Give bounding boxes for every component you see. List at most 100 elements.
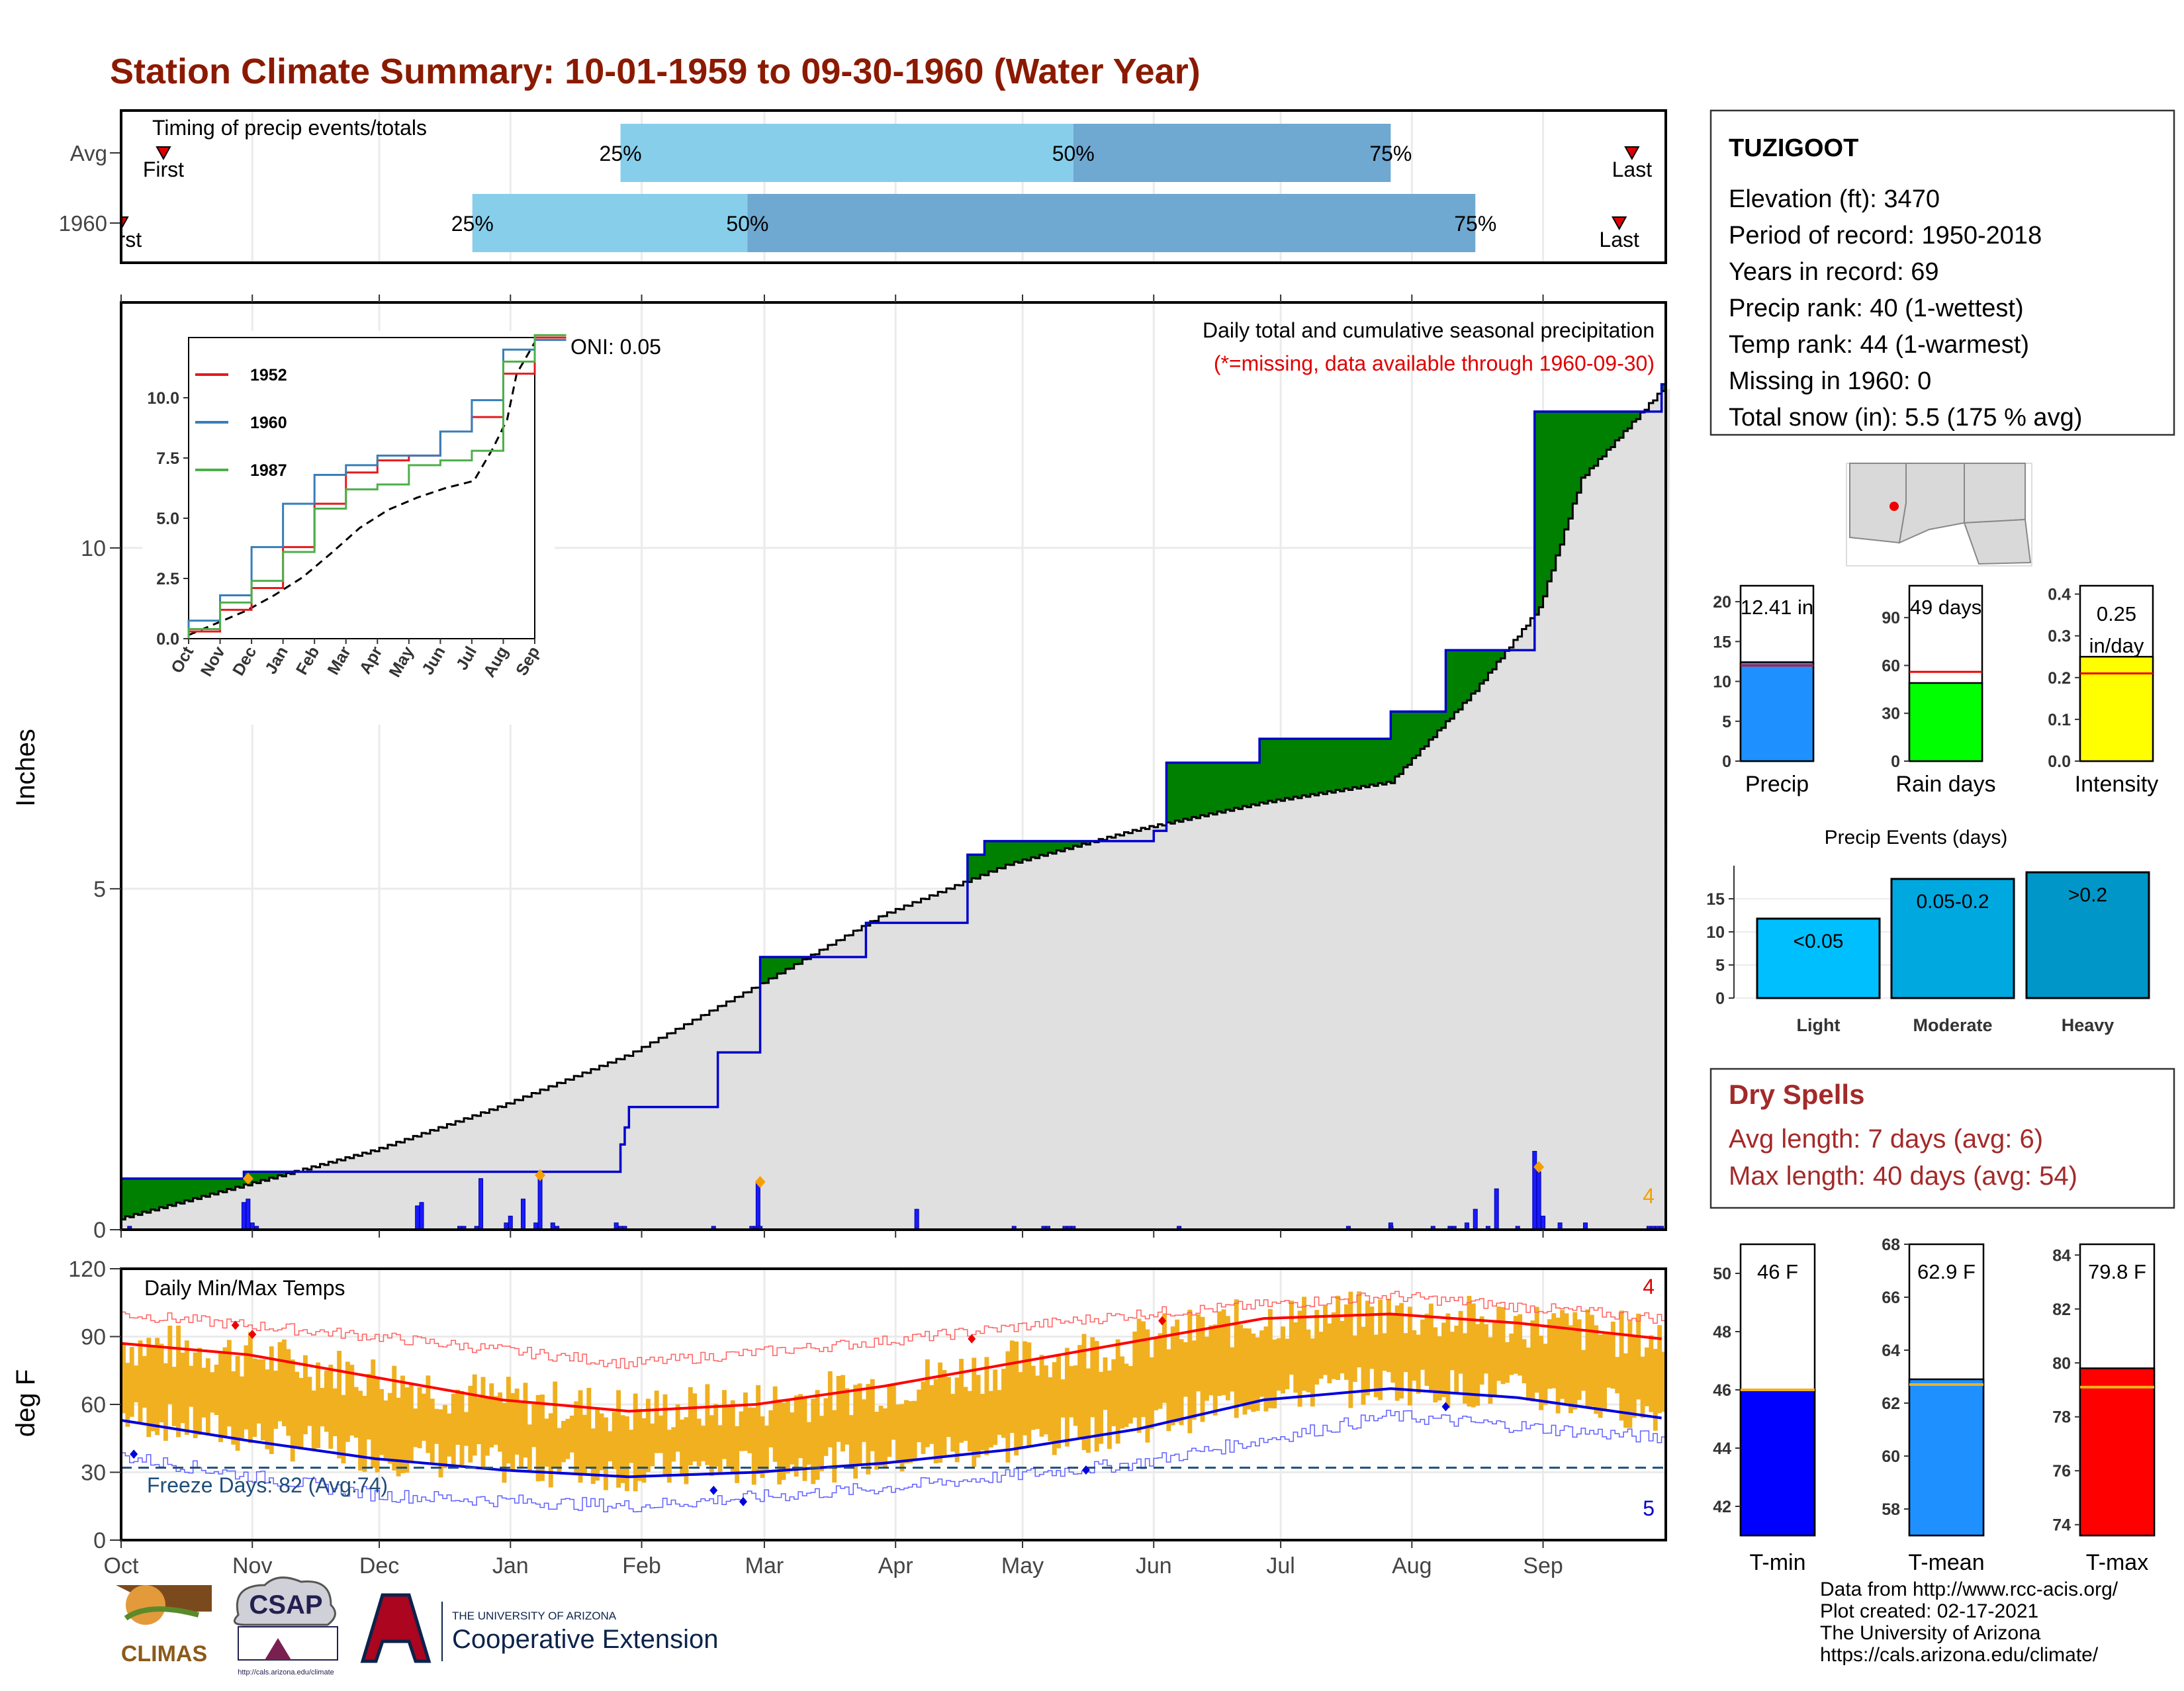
precip-anomaly-area (1551, 412, 1556, 571)
daily-temp-range (1056, 1354, 1061, 1448)
daily-precip-bar (1494, 1189, 1498, 1230)
precip-anomaly-area (1399, 711, 1404, 774)
daily-temp-range (929, 1385, 934, 1444)
timing-25-label: 25% (600, 142, 642, 165)
daily-temp-range (1268, 1309, 1273, 1408)
daily-temp-range (1581, 1350, 1586, 1391)
daily-temp-range (934, 1379, 938, 1463)
precip-anomaly-area (1179, 762, 1184, 821)
daily-temp-range (1293, 1322, 1298, 1393)
daily-temp-range (231, 1371, 236, 1445)
precip-anomaly-area (1332, 739, 1336, 792)
daily-temp-range (1014, 1342, 1019, 1455)
precip-anomaly-area (151, 1179, 156, 1210)
daily-temp-range (1353, 1336, 1357, 1382)
daily-temp-range (874, 1412, 879, 1470)
summary-ytick-label: 0.4 (2048, 586, 2071, 604)
daily-temp-range (430, 1398, 435, 1465)
daily-temp-range (1361, 1327, 1366, 1405)
inset-ytick-label: 10.0 (147, 389, 179, 408)
timing-left-mask (0, 111, 120, 263)
daily-temp-range (261, 1359, 265, 1440)
inset-ytick-label: 7.5 (156, 449, 179, 468)
daily-temp-range (1594, 1325, 1598, 1414)
daily-temp-range (1213, 1324, 1218, 1415)
precip-anomaly-area (1353, 739, 1357, 787)
daily-temp-range (642, 1418, 647, 1483)
temp-bar-ytick-label: 42 (1713, 1498, 1731, 1516)
daily-temp-range (565, 1419, 570, 1459)
events-ytick-label: 5 (1715, 956, 1725, 975)
daily-temp-range (1606, 1334, 1611, 1388)
precip-anomaly-area (1234, 762, 1239, 807)
temp-bar-ytick-label: 68 (1882, 1236, 1900, 1254)
summary-value-unit: in/day (2089, 634, 2144, 657)
daily-temp-range (400, 1376, 405, 1474)
daily-temp-range (955, 1377, 960, 1462)
daily-temp-range (155, 1338, 159, 1435)
daily-temp-range (1285, 1339, 1289, 1389)
inset-legend-label: 1952 (250, 366, 287, 385)
daily-temp-range (794, 1396, 799, 1477)
daily-temp-range (320, 1388, 325, 1426)
month-label: Jan (492, 1553, 529, 1578)
precip-anomaly-area (1014, 841, 1019, 862)
daily-temp-range (862, 1399, 866, 1441)
temp-ylabel: deg F (11, 1369, 40, 1437)
precip-anomaly-area (1378, 739, 1383, 783)
station-name: TUZIGOOT (1729, 134, 1858, 162)
daily-temp-range (218, 1353, 223, 1442)
precip-anomaly-area (167, 1179, 172, 1205)
precip-anomaly-area (1581, 412, 1586, 478)
precip-anomaly-area (1201, 762, 1205, 815)
precip-anomaly-area (1319, 739, 1324, 792)
event-bar-label: 0.05-0.2 (1916, 891, 1989, 913)
summary-value-label: 0.25 (2097, 602, 2136, 625)
daily-temp-range (1158, 1333, 1163, 1408)
month-label: Feb (622, 1553, 661, 1578)
timing-75-label: 75% (1454, 212, 1496, 236)
precip-anomaly-area (138, 1179, 143, 1215)
csap-url: http://cals.arizona.edu/climate (238, 1668, 334, 1676)
month-label: Sep (1523, 1553, 1563, 1578)
daily-temp-range (989, 1391, 993, 1448)
precip-anomaly-area (1387, 739, 1391, 782)
temp-bar-value: 46 F (1757, 1260, 1798, 1283)
temp-title: Daily Min/Max Temps (144, 1276, 345, 1300)
daily-temp-range (1560, 1310, 1565, 1398)
precip-anomaly-area (1323, 739, 1328, 794)
daily-temp-range (621, 1415, 625, 1483)
precip-anomaly-area (1404, 711, 1408, 767)
precip-anomaly-area (1222, 762, 1226, 813)
inset-frame (189, 338, 535, 639)
precip-anomaly-area (1450, 650, 1455, 719)
temp-bar-ytick-label: 62 (1882, 1394, 1900, 1413)
precip-anomaly-area (777, 957, 782, 974)
timing-25-50-bar (473, 194, 748, 252)
daily-temp-range (676, 1404, 680, 1452)
precip-anomaly-area (1615, 412, 1619, 441)
daily-temp-range (858, 1383, 862, 1465)
daily-temp-range (993, 1369, 997, 1445)
daily-temp-range (950, 1394, 955, 1451)
location-map (1846, 463, 2032, 566)
daily-temp-range (604, 1418, 608, 1490)
daily-temp-range (1048, 1377, 1052, 1441)
daily-temp-range (181, 1353, 185, 1424)
daily-temp-range (1137, 1319, 1142, 1433)
daily-temp-range (1238, 1324, 1243, 1404)
temp-bar-name: T-mean (1908, 1550, 1984, 1575)
timing-75-label: 75% (1369, 142, 1412, 165)
daily-temp-range (1340, 1321, 1345, 1373)
temp-bar-name: T-min (1750, 1550, 1806, 1575)
timing-25-50-bar (621, 124, 1073, 182)
daily-temp-range (659, 1416, 663, 1453)
precip-anomaly-area (1420, 711, 1425, 749)
daily-precip-bar (1533, 1152, 1537, 1230)
daily-temp-range (257, 1359, 261, 1424)
precip-anomaly-area (1547, 412, 1552, 582)
daily-temp-range (531, 1404, 536, 1447)
daily-temp-range (379, 1389, 384, 1455)
daily-temp-range (1383, 1333, 1387, 1371)
timing-row-label: Avg (70, 141, 107, 165)
